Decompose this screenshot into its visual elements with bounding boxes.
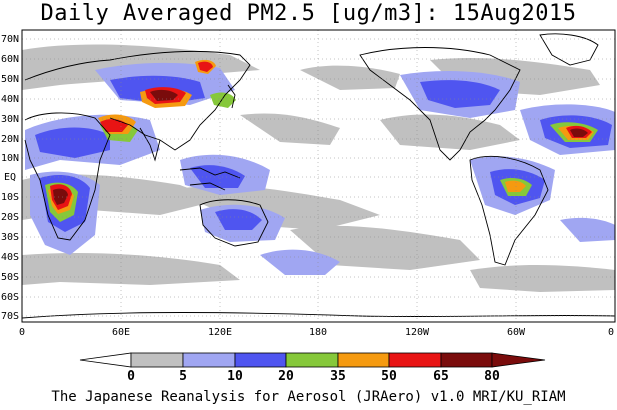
colorbar-label: 0 [127,369,135,384]
coastlines [22,33,615,319]
lat-tick: 40N [1,94,19,105]
lat-tick: 70N [1,34,19,45]
graticule [22,30,615,322]
colorbar-max-arrow [491,352,546,368]
colorbar-bin [388,352,442,368]
colorbar-label: 10 [227,369,243,384]
colorbar-label: 65 [433,369,449,384]
lat-tick: 50S [1,272,19,283]
colorbar-label: 35 [330,369,346,384]
lon-tick: 0 [608,327,614,338]
colorbar-bin [285,352,339,368]
colorbar-bin [182,352,236,368]
lon-tick: 60E [112,327,130,338]
colorbar-label: 20 [278,369,294,384]
lat-tick: 20S [1,212,19,223]
pm25-fields [22,33,615,319]
lat-tick: 60N [1,54,19,65]
colorbar-min-arrow [79,352,132,368]
lat-tick: 50N [1,74,19,85]
colorbar-bin [234,352,287,368]
lon-tick: 120E [208,327,232,338]
colorbar-bin [440,352,493,368]
colorbar: 0 5 10 20 35 50 65 80 [79,352,546,384]
colorbar-label: 5 [179,369,187,384]
map-title: Daily Averaged PM2.5 [ug/m3]: 15Aug2015 [40,1,577,26]
lon-tick: 0 [19,327,25,338]
caption: The Japanese Reanalysis for Aerosol (JRA… [51,389,566,405]
pm25-band-5-10 [22,44,615,292]
lat-tick: 10S [1,192,19,203]
lat-tick: 30N [1,114,19,125]
map-frame [21,29,616,323]
lat-tick: 20N [1,134,19,145]
lat-tick: 10N [1,153,19,164]
lon-ticks: 0 60E 120E 180 120W 60W 0 [19,327,614,338]
lat-tick: 30S [1,232,19,243]
lon-tick: 60W [507,327,526,338]
colorbar-label: 50 [381,369,397,384]
colorbar-bin [337,352,390,368]
lat-tick: 60S [1,292,19,303]
lat-tick: 40S [1,252,19,263]
pm25-band-80-plus [53,89,588,205]
lat-tick: 70S [1,311,19,322]
lat-tick: EQ [4,172,16,183]
lon-tick: 180 [309,327,327,338]
lon-tick: 120W [405,327,430,338]
colorbar-bin [130,352,184,368]
lat-ticks: 70N 60N 50N 40N 30N 20N 10N EQ 10S 20S 3… [1,34,19,322]
colorbar-label: 80 [484,369,500,384]
